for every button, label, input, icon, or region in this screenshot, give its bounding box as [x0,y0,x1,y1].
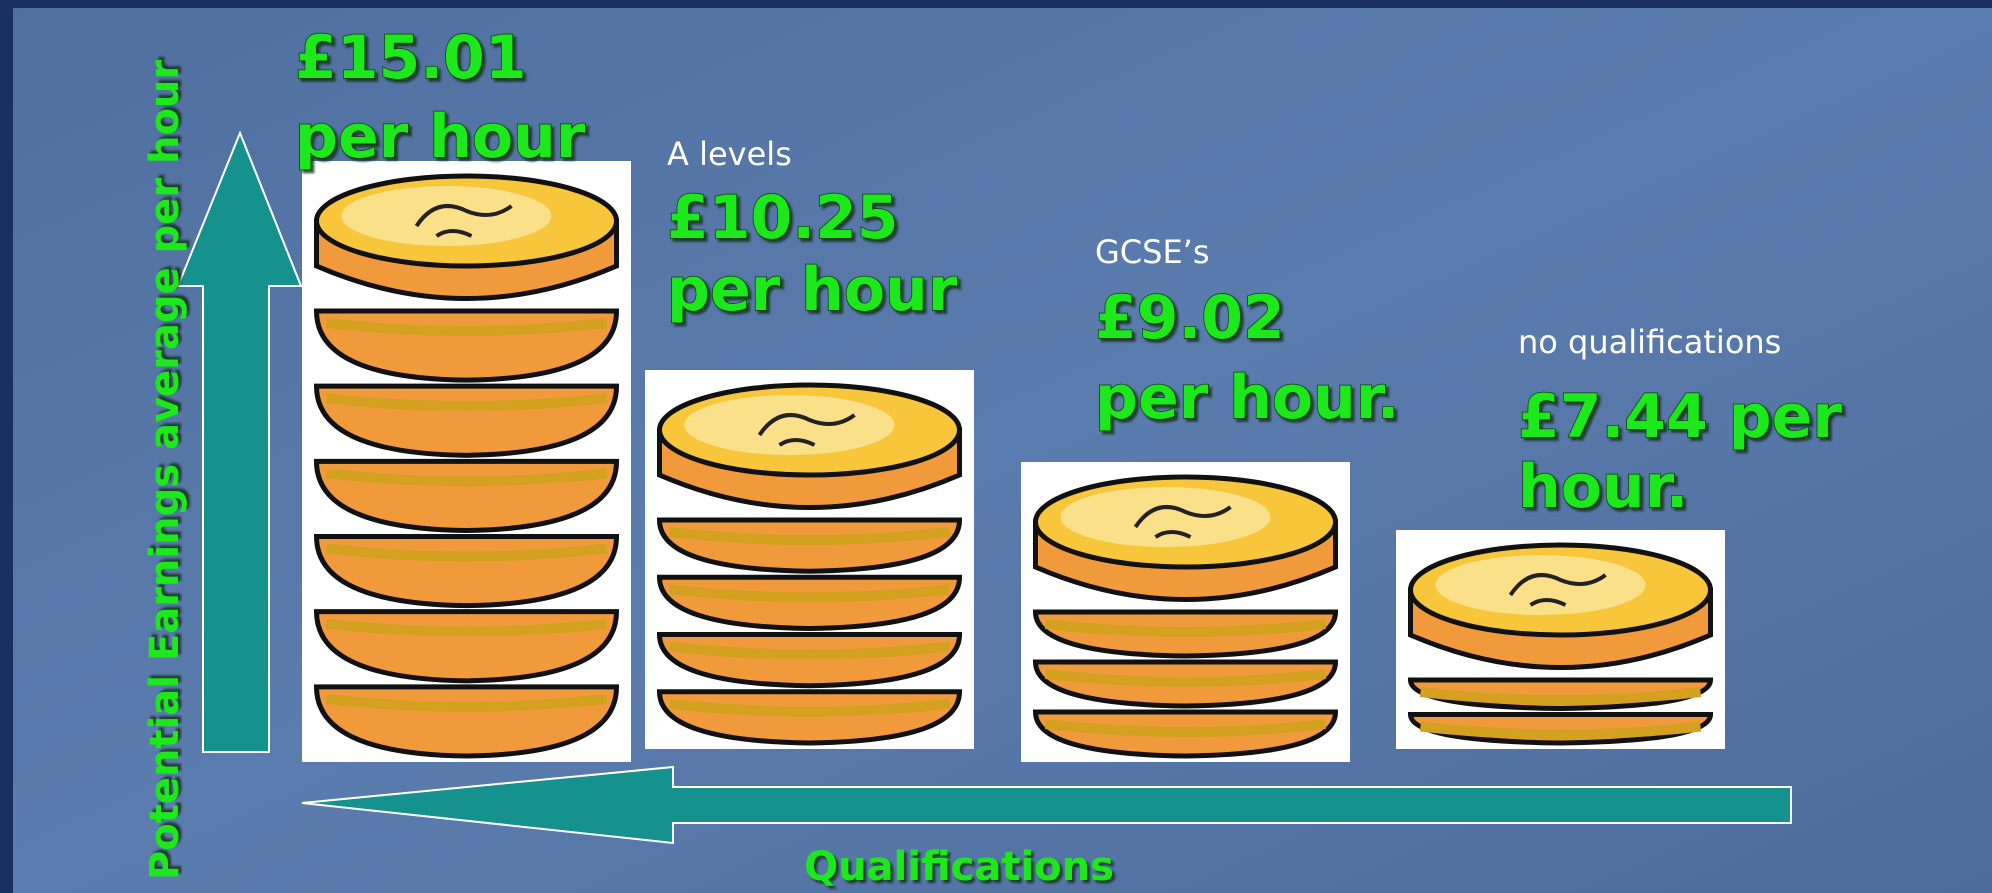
vertical-arrow [176,130,303,753]
coin-rim [325,393,608,412]
earnings-amount: £15.01 [295,23,527,93]
coin-face-inner [1060,487,1271,547]
coin-rim [1044,619,1327,637]
left-strip [0,0,13,893]
coin-face-inner [684,395,895,455]
qualification-label: GCSE’s [1095,233,1210,271]
coin-stacks [302,161,1725,762]
earnings-unit: per hour [667,255,958,325]
coin-rim [325,618,608,637]
coin-rim [668,641,951,660]
earnings-unit: hour. [1518,452,1688,522]
coin-emblem [1508,573,1607,607]
earnings-amount: £9.02 [1095,283,1285,353]
coin-face-inner [341,186,552,246]
coin-emblem [414,204,513,238]
coin-rim [325,693,608,712]
y-axis-label: Potential Earnings average per hour [142,60,188,881]
earnings-unit: per hour [295,102,586,172]
earnings-amount: £7.44 per [1518,382,1842,452]
earnings-unit: per hour. [1095,363,1400,433]
coin-rim [668,698,951,717]
horizontal-arrow [301,765,1792,845]
coin-rim [325,468,608,487]
coin-rim [325,318,608,336]
earnings-amount: £10.25 [667,183,899,253]
coin-rim [668,584,951,603]
coin-rim [1419,687,1702,705]
coin-emblem [1133,505,1232,539]
x-axis-label: Qualifications [804,844,1114,890]
top-strip [0,0,1992,8]
qualification-label: A levels [667,135,792,173]
coin-rim [325,543,608,562]
qualification-label: no qualifications [1518,323,1781,361]
coin-rim [668,527,951,545]
coin-rim [1044,669,1327,687]
coin-emblem [757,413,856,447]
coin-rim [1044,719,1327,737]
coin-rim [1419,721,1702,740]
coin-face-inner [1435,555,1646,615]
